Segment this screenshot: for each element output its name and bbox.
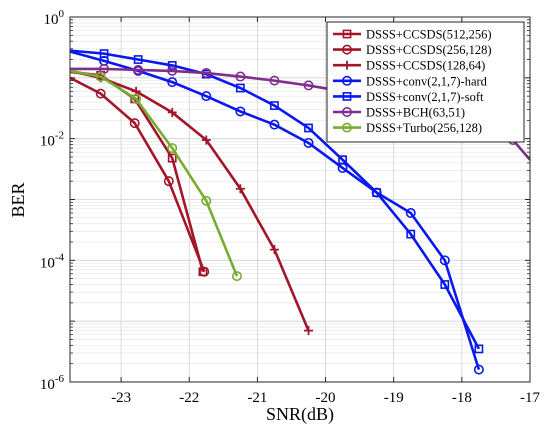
y-tick-label: 10-2 <box>40 130 64 150</box>
data-point <box>304 123 313 133</box>
legend-marker <box>342 92 352 101</box>
data-point <box>406 229 416 239</box>
y-tick-label: 10-6 <box>40 373 65 393</box>
legend-label: DSSS+CCSDS(512,256) <box>366 28 492 42</box>
series-line <box>70 69 239 277</box>
data-point <box>269 75 280 86</box>
data-point <box>269 245 279 255</box>
series-5 <box>70 49 484 354</box>
tick-labels: -23 -22 -21 -20 -19 -18 -17 10-6 10-4 10-2 100 <box>40 8 541 406</box>
legend-item: DSSS+Turbo(256,128) <box>333 121 482 135</box>
data-point <box>304 326 314 336</box>
x-tick-label: -22 <box>179 390 199 406</box>
data-point <box>270 101 279 110</box>
data-point <box>440 280 450 289</box>
data-point <box>235 184 245 194</box>
legend-marker <box>341 44 352 55</box>
x-tick-label: -19 <box>384 390 404 406</box>
legend-item: DSSS+CCSDS(512,256) <box>333 28 492 42</box>
legend-label: DSSS+Turbo(256,128) <box>366 121 482 135</box>
x-tick-label: -20 <box>316 390 336 406</box>
x-tick-label: -18 <box>452 390 472 406</box>
data-point <box>372 188 382 197</box>
axis-ticks <box>70 16 531 383</box>
data-point <box>95 71 106 82</box>
y-tick-label: 10-4 <box>40 251 65 271</box>
series-7 <box>70 69 242 282</box>
data-point <box>235 83 245 93</box>
legend-label: DSSS+CCSDS(128,64) <box>366 59 485 73</box>
legend-label: DSSS+BCH(63,51) <box>366 106 465 120</box>
data-point <box>235 71 246 82</box>
data-point <box>167 153 177 163</box>
legend-label: DSSS+conv(2,1,7)-hard <box>366 74 488 88</box>
data-point <box>167 65 178 76</box>
legend-marker <box>341 122 352 133</box>
data-point <box>201 135 211 145</box>
data-point <box>405 207 416 218</box>
y-axis-title: BER <box>8 182 28 217</box>
legend-item: DSSS+conv(2,1,7)-hard <box>333 74 488 88</box>
legend-marker <box>342 29 352 39</box>
legend-item: DSSS+CCSDS(256,128) <box>333 43 492 57</box>
data-point <box>474 344 484 354</box>
y-tick-label: 100 <box>44 8 65 28</box>
data-point <box>167 143 178 154</box>
legend-item: DSSS+BCH(63,51) <box>333 106 465 120</box>
data-point <box>235 106 246 117</box>
data-point <box>133 64 144 75</box>
legend-label: DSSS+conv(2,1,7)-soft <box>366 90 484 104</box>
data-point <box>167 77 178 88</box>
data-point <box>201 68 212 79</box>
legend-item: DSSS+conv(2,1,7)-soft <box>333 90 484 104</box>
series-2 <box>70 76 210 277</box>
data-point <box>303 137 314 148</box>
x-tick-label: -21 <box>247 390 267 406</box>
data-point <box>95 88 106 99</box>
x-tick-label: -17 <box>520 390 540 406</box>
legend-marker <box>341 107 352 118</box>
data-point <box>167 107 177 117</box>
legend-marker <box>342 60 352 70</box>
legend: DSSS+CCSDS(512,256)DSSS+CCSDS(256,128) DS… <box>326 21 525 143</box>
x-tick-label: -23 <box>111 390 131 406</box>
data-point <box>201 195 212 206</box>
data-point <box>269 119 280 130</box>
data-point <box>231 271 242 282</box>
data-point <box>201 91 212 102</box>
data-point <box>131 93 142 104</box>
data-point <box>338 155 347 165</box>
data-point <box>199 266 210 277</box>
data-point <box>99 49 109 59</box>
series-line <box>70 76 206 273</box>
legend-item: DSSS+CCSDS(128,64) <box>333 59 485 73</box>
series-line <box>70 49 481 350</box>
legend-label: DSSS+CCSDS(256,128) <box>366 43 492 57</box>
x-axis-title: SNR(dB) <box>266 404 334 425</box>
data-point <box>303 80 314 91</box>
data-point <box>133 55 143 64</box>
data-point <box>167 61 177 70</box>
data-point <box>473 364 484 375</box>
legend-marker <box>341 75 352 86</box>
data-point <box>439 255 450 266</box>
data-point <box>129 118 140 129</box>
data-point <box>163 176 174 187</box>
